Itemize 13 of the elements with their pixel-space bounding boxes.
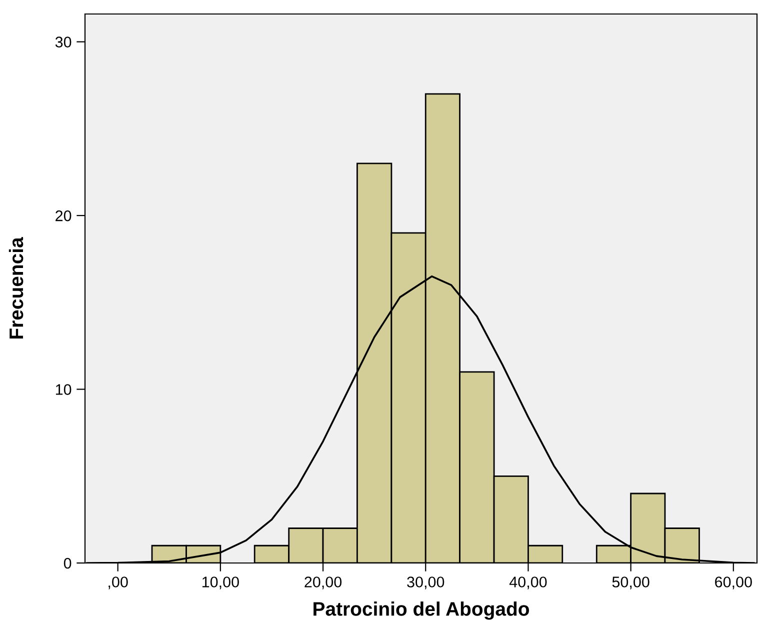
x-axis-title: Patrocinio del Abogado bbox=[314, 602, 529, 620]
x-tick-label: 30,00 bbox=[407, 576, 444, 590]
x-tick-label: 40,00 bbox=[509, 576, 547, 590]
y-axis-title: Frecuencia bbox=[8, 237, 24, 339]
x-tick-label: 20,00 bbox=[304, 576, 342, 590]
y-tick-label: 30 bbox=[55, 36, 72, 48]
x-tick-label: 10,00 bbox=[202, 576, 239, 590]
x-tick-label: 60,00 bbox=[715, 576, 752, 590]
x-tick-label: 50,00 bbox=[612, 576, 650, 590]
x-tick-label: ,00 bbox=[108, 576, 128, 590]
y-tick-label: 20 bbox=[56, 210, 72, 222]
y-tick-label: 0 bbox=[64, 558, 72, 569]
y-tick-label: 10 bbox=[56, 384, 72, 395]
